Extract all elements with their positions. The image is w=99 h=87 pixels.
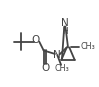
Text: CH₃: CH₃ xyxy=(80,42,95,51)
Text: N: N xyxy=(61,18,69,28)
Text: H: H xyxy=(62,27,68,36)
Text: O: O xyxy=(32,35,40,45)
Text: O: O xyxy=(41,63,50,73)
Text: N: N xyxy=(53,50,61,60)
Text: CH₃: CH₃ xyxy=(55,64,69,73)
